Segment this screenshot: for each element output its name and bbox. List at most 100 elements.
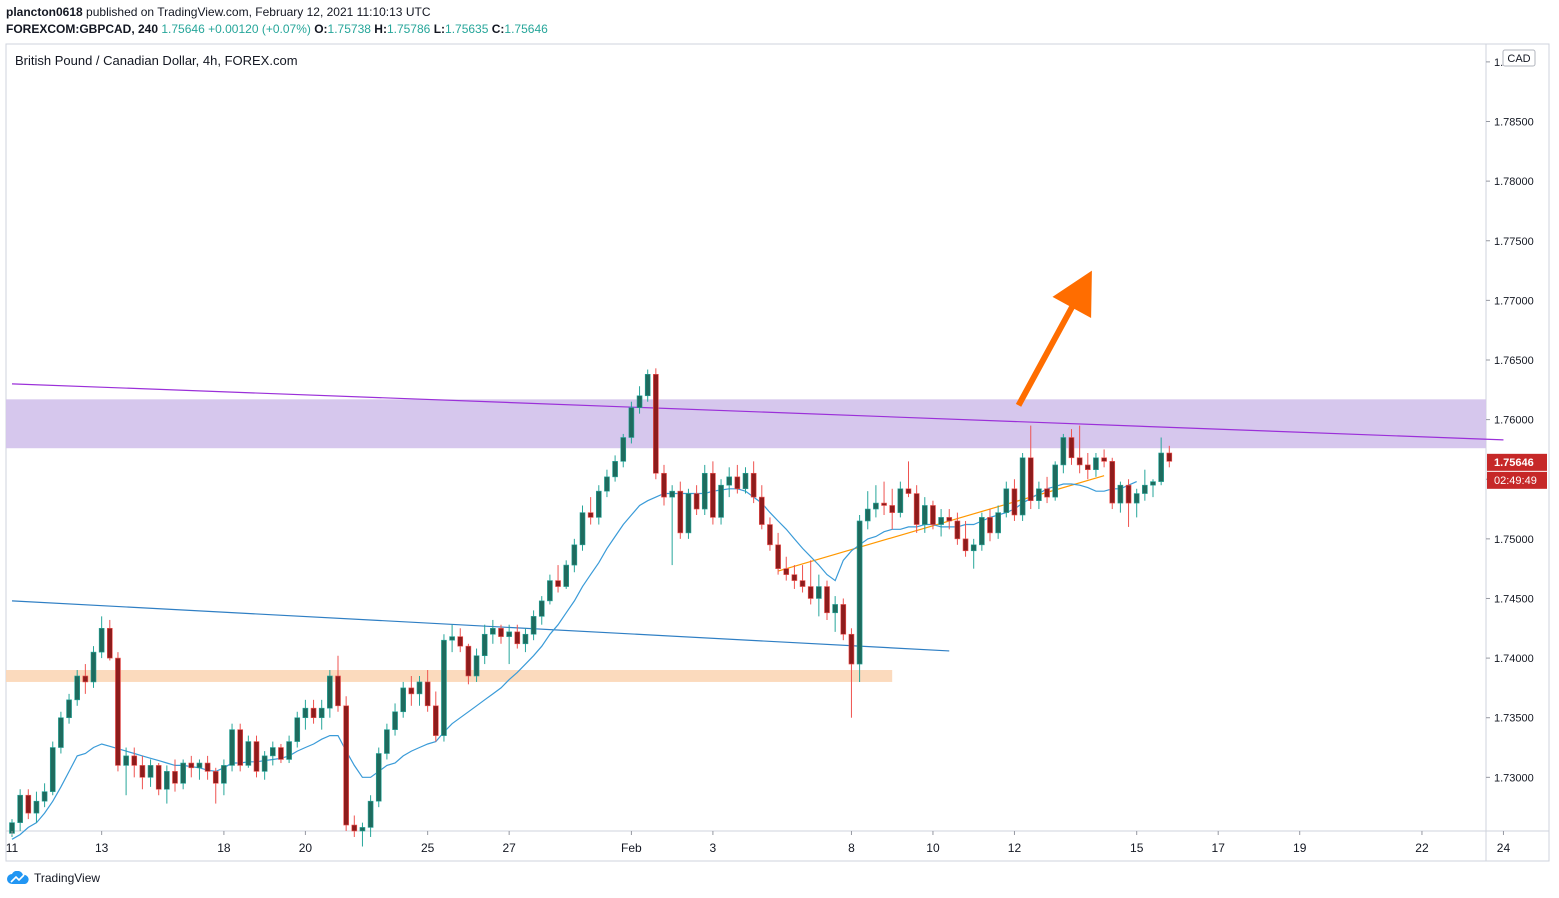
candle[interactable] bbox=[1044, 488, 1050, 498]
bullish-arrow[interactable] bbox=[1015, 270, 1092, 407]
candle[interactable] bbox=[1019, 457, 1026, 516]
candle[interactable] bbox=[1060, 437, 1067, 466]
candle[interactable] bbox=[351, 824, 358, 832]
candle[interactable] bbox=[742, 472, 749, 490]
candle[interactable] bbox=[946, 517, 953, 522]
candle[interactable] bbox=[327, 675, 333, 709]
candle[interactable] bbox=[921, 505, 928, 525]
candle[interactable] bbox=[1109, 461, 1116, 504]
candle[interactable] bbox=[245, 741, 252, 766]
candle[interactable] bbox=[653, 374, 659, 474]
candle[interactable] bbox=[807, 586, 814, 599]
candle[interactable] bbox=[889, 505, 896, 513]
candle[interactable] bbox=[758, 496, 765, 525]
candle[interactable] bbox=[1027, 457, 1034, 501]
candle[interactable] bbox=[147, 765, 154, 778]
candle[interactable] bbox=[302, 707, 309, 719]
candle[interactable] bbox=[457, 636, 464, 647]
candle[interactable] bbox=[164, 771, 170, 790]
candle[interactable] bbox=[115, 657, 121, 766]
candle[interactable] bbox=[791, 574, 798, 581]
candle[interactable] bbox=[620, 437, 627, 462]
candle[interactable] bbox=[693, 493, 700, 510]
candle[interactable] bbox=[1011, 488, 1018, 516]
currency-badge[interactable] bbox=[1502, 49, 1536, 67]
candle[interactable] bbox=[416, 681, 423, 695]
candle[interactable] bbox=[343, 705, 349, 826]
candle[interactable] bbox=[1093, 457, 1099, 470]
candle[interactable] bbox=[90, 651, 97, 683]
candle[interactable] bbox=[1101, 457, 1107, 462]
candle[interactable] bbox=[579, 512, 586, 546]
candle[interactable] bbox=[1068, 437, 1075, 459]
candle[interactable] bbox=[538, 600, 545, 617]
candle[interactable] bbox=[1052, 464, 1058, 498]
candle[interactable] bbox=[1003, 488, 1010, 513]
candle[interactable] bbox=[718, 484, 724, 518]
candle[interactable] bbox=[359, 827, 366, 832]
author-name[interactable]: plancton0618 bbox=[6, 5, 83, 19]
candle[interactable] bbox=[335, 675, 341, 707]
candle[interactable] bbox=[1150, 481, 1156, 486]
candle[interactable] bbox=[1158, 452, 1164, 482]
candle[interactable] bbox=[563, 564, 570, 587]
candle[interactable] bbox=[33, 800, 40, 814]
candle[interactable] bbox=[832, 604, 838, 614]
candle[interactable] bbox=[1133, 493, 1140, 504]
candle[interactable] bbox=[710, 472, 716, 518]
candle[interactable] bbox=[726, 476, 733, 486]
candle[interactable] bbox=[669, 490, 675, 498]
candle[interactable] bbox=[1117, 484, 1124, 504]
candle[interactable] bbox=[1076, 457, 1083, 466]
candle[interactable] bbox=[938, 517, 944, 525]
candle[interactable] bbox=[522, 633, 529, 645]
candle[interactable] bbox=[930, 505, 936, 525]
candle[interactable] bbox=[775, 544, 781, 569]
candle[interactable] bbox=[897, 488, 904, 513]
candle[interactable] bbox=[310, 707, 317, 719]
purple-trendline[interactable] bbox=[11, 383, 1504, 441]
candle[interactable] bbox=[269, 747, 276, 757]
candle[interactable] bbox=[465, 645, 472, 677]
candle[interactable] bbox=[188, 762, 195, 769]
candle[interactable] bbox=[677, 490, 684, 534]
candle[interactable] bbox=[685, 493, 692, 534]
candle[interactable] bbox=[799, 580, 806, 587]
candle[interactable] bbox=[856, 520, 863, 665]
candle[interactable] bbox=[155, 765, 162, 790]
candle[interactable] bbox=[628, 407, 635, 438]
candle[interactable] bbox=[490, 627, 496, 635]
candle[interactable] bbox=[1166, 452, 1173, 462]
candle[interactable] bbox=[734, 476, 741, 490]
candle[interactable] bbox=[408, 687, 415, 695]
candle[interactable] bbox=[261, 755, 268, 772]
candle[interactable] bbox=[172, 771, 178, 784]
candle[interactable] bbox=[367, 800, 374, 828]
candle[interactable] bbox=[824, 586, 830, 614]
candle[interactable] bbox=[587, 512, 594, 518]
candle[interactable] bbox=[74, 675, 80, 701]
candle[interactable] bbox=[840, 604, 847, 635]
candle[interactable] bbox=[49, 747, 56, 792]
candle[interactable] bbox=[221, 765, 227, 784]
candle[interactable] bbox=[278, 747, 284, 760]
candle[interactable] bbox=[1036, 488, 1042, 501]
candle[interactable] bbox=[375, 753, 382, 802]
candle[interactable] bbox=[604, 476, 610, 492]
candle[interactable] bbox=[294, 717, 301, 742]
candle[interactable] bbox=[123, 755, 129, 766]
candle[interactable] bbox=[530, 616, 537, 635]
candle[interactable] bbox=[995, 512, 1001, 534]
candle[interactable] bbox=[864, 508, 871, 522]
candle[interactable] bbox=[987, 517, 993, 534]
candle[interactable] bbox=[17, 794, 23, 823]
candle[interactable] bbox=[750, 472, 757, 498]
candle[interactable] bbox=[661, 472, 667, 498]
candle[interactable] bbox=[701, 472, 708, 510]
candle[interactable] bbox=[449, 636, 455, 641]
candle[interactable] bbox=[196, 762, 203, 769]
candle[interactable] bbox=[139, 765, 146, 778]
candle[interactable] bbox=[66, 699, 72, 719]
candle[interactable] bbox=[1085, 464, 1091, 470]
